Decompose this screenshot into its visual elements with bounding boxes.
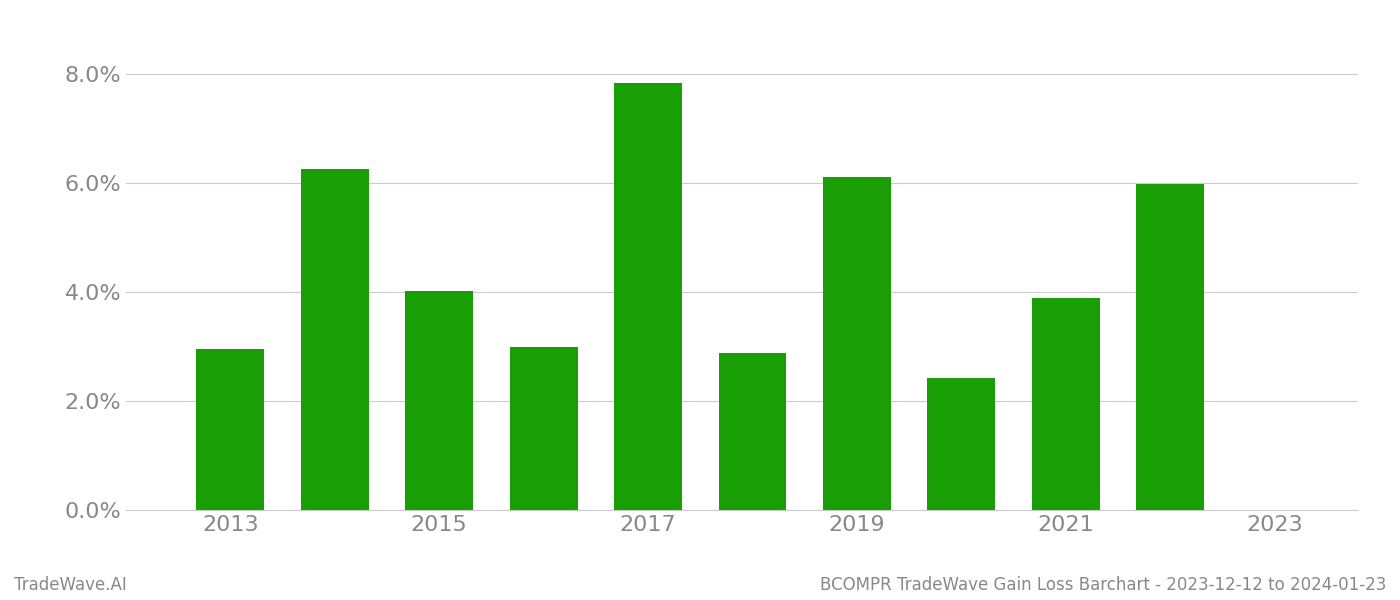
Bar: [301, 169, 368, 510]
Bar: [1137, 184, 1204, 510]
Text: TradeWave.AI: TradeWave.AI: [14, 576, 127, 594]
Text: BCOMPR TradeWave Gain Loss Barchart - 2023-12-12 to 2024-01-23: BCOMPR TradeWave Gain Loss Barchart - 20…: [819, 576, 1386, 594]
Bar: [615, 83, 682, 510]
Bar: [510, 347, 578, 510]
Bar: [718, 353, 787, 510]
Bar: [196, 349, 265, 510]
Bar: [823, 177, 890, 510]
Bar: [927, 378, 995, 510]
Bar: [405, 291, 473, 510]
Bar: [1032, 298, 1099, 510]
